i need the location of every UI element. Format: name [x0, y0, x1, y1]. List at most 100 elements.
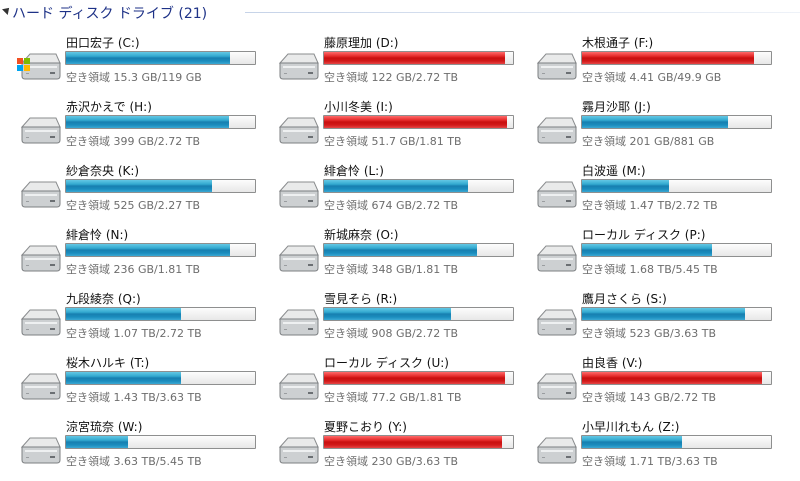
- free-space-label: 空き領域 122 GB/2.72 TB: [324, 71, 459, 84]
- drive-item[interactable]: 九段綾奈 (Q:) 空き領域 1.07 TB/2.72 TB: [8, 291, 263, 347]
- hard-drive-icon: [278, 309, 319, 336]
- header-divider: [245, 12, 800, 13]
- capacity-fill: [324, 52, 506, 64]
- drive-item[interactable]: 由良香 (V:) 空き領域 143 GB/2.72 TB: [524, 355, 779, 411]
- drive-item[interactable]: 藤原理加 (D:) 空き領域 122 GB/2.72 TB: [266, 35, 521, 91]
- capacity-fill: [582, 180, 669, 192]
- drive-name: 紗倉奈央 (K:): [66, 164, 140, 178]
- drive-item[interactable]: 紗倉奈央 (K:) 空き領域 525 GB/2.27 TB: [8, 163, 263, 219]
- collapse-arrow-icon[interactable]: [2, 5, 12, 15]
- hard-drive-icon: [536, 309, 577, 336]
- hard-drive-icon: [536, 245, 577, 272]
- free-space-label: 空き領域 4.41 GB/49.9 GB: [582, 71, 722, 84]
- drive-item[interactable]: 赤沢かえで (H:) 空き領域 399 GB/2.72 TB: [8, 99, 263, 155]
- drive-item[interactable]: 鷹月さくら (S:) 空き領域 523 GB/3.63 TB: [524, 291, 779, 347]
- capacity-bar: [581, 307, 772, 321]
- hard-drive-icon: [536, 181, 577, 208]
- hard-drive-icon: [536, 373, 577, 400]
- drive-name: ローカル ディスク (P:): [582, 228, 706, 242]
- section-header[interactable]: ハード ディスク ドライブ (21): [0, 0, 800, 26]
- free-space-label: 空き領域 348 GB/1.81 TB: [324, 263, 459, 276]
- capacity-bar: [323, 115, 514, 129]
- hard-drive-icon: [20, 373, 61, 400]
- free-space-label: 空き領域 674 GB/2.72 TB: [324, 199, 459, 212]
- capacity-bar: [65, 435, 256, 449]
- free-space-label: 空き領域 1.47 TB/2.72 TB: [582, 199, 718, 212]
- capacity-fill: [582, 116, 728, 128]
- hard-drive-icon: [278, 53, 319, 80]
- free-space-label: 空き領域 143 GB/2.72 TB: [582, 391, 717, 404]
- hard-drive-icon: [278, 181, 319, 208]
- drive-item[interactable]: 緋倉怜 (N:) 空き領域 236 GB/1.81 TB: [8, 227, 263, 283]
- free-space-label: 空き領域 908 GB/2.72 TB: [324, 327, 459, 340]
- hard-drive-icon: [536, 437, 577, 464]
- hard-drive-icon: [536, 117, 577, 144]
- capacity-bar: [581, 51, 772, 65]
- hard-drive-icon: [278, 437, 319, 464]
- free-space-label: 空き領域 51.7 GB/1.81 TB: [324, 135, 462, 148]
- drive-item[interactable]: 雪見そら (R:) 空き領域 908 GB/2.72 TB: [266, 291, 521, 347]
- free-space-label: 空き領域 1.71 TB/3.63 TB: [582, 455, 718, 468]
- capacity-fill: [582, 244, 713, 256]
- free-space-label: 空き領域 1.07 TB/2.72 TB: [66, 327, 202, 340]
- drive-name: 藤原理加 (D:): [324, 36, 399, 50]
- drive-item[interactable]: 小川冬美 (I:) 空き領域 51.7 GB/1.81 TB: [266, 99, 521, 155]
- drive-name: 田口宏子 (C:): [66, 36, 140, 50]
- capacity-bar: [581, 179, 772, 193]
- capacity-fill: [66, 244, 231, 256]
- hard-drive-icon: [278, 117, 319, 144]
- drive-item[interactable]: 緋倉怜 (L:) 空き領域 674 GB/2.72 TB: [266, 163, 521, 219]
- capacity-bar: [323, 307, 514, 321]
- drive-name: 桜木ハルキ (T:): [66, 356, 150, 370]
- drive-name: 雪見そら (R:): [324, 292, 398, 306]
- drive-name: 緋倉怜 (N:): [66, 228, 129, 242]
- drive-item[interactable]: 桜木ハルキ (T:) 空き領域 1.43 TB/3.63 TB: [8, 355, 263, 411]
- capacity-bar: [65, 371, 256, 385]
- free-space-label: 空き領域 77.2 GB/1.81 TB: [324, 391, 462, 404]
- hard-drive-icon: [278, 373, 319, 400]
- drive-item[interactable]: 霧月沙耶 (J:) 空き領域 201 GB/881 GB: [524, 99, 779, 155]
- capacity-fill: [582, 308, 745, 320]
- drive-name: 小早川れもん (Z:): [582, 420, 680, 434]
- drive-item[interactable]: 木根通子 (F:) 空き領域 4.41 GB/49.9 GB: [524, 35, 779, 91]
- drive-item[interactable]: 夏野こおり (Y:) 空き領域 230 GB/3.63 TB: [266, 419, 521, 475]
- free-space-label: 空き領域 525 GB/2.27 TB: [66, 199, 201, 212]
- drive-name: 由良香 (V:): [582, 356, 643, 370]
- capacity-fill: [324, 436, 502, 448]
- capacity-fill: [582, 436, 683, 448]
- capacity-fill: [66, 180, 212, 192]
- drive-item[interactable]: 新城麻奈 (O:) 空き領域 348 GB/1.81 TB: [266, 227, 521, 283]
- drive-item[interactable]: ローカル ディスク (P:) 空き領域 1.68 TB/5.45 TB: [524, 227, 779, 283]
- free-space-label: 空き領域 1.68 TB/5.45 TB: [582, 263, 718, 276]
- drive-item[interactable]: ローカル ディスク (U:) 空き領域 77.2 GB/1.81 TB: [266, 355, 521, 411]
- capacity-bar: [581, 435, 772, 449]
- drive-name: 赤沢かえで (H:): [66, 100, 152, 114]
- drive-name: 木根通子 (F:): [582, 36, 654, 50]
- capacity-bar: [323, 435, 514, 449]
- drive-item[interactable]: 小早川れもん (Z:) 空き領域 1.71 TB/3.63 TB: [524, 419, 779, 475]
- drive-name: ローカル ディスク (U:): [324, 356, 449, 370]
- section-title: ハード ディスク ドライブ (21): [12, 6, 208, 22]
- drive-name: 白波遥 (M:): [582, 164, 646, 178]
- drive-name: 緋倉怜 (L:): [324, 164, 384, 178]
- capacity-bar: [323, 371, 514, 385]
- capacity-fill: [324, 372, 506, 384]
- drive-item[interactable]: 涼宮琉奈 (W:) 空き領域 3.63 TB/5.45 TB: [8, 419, 263, 475]
- capacity-bar: [323, 243, 514, 257]
- capacity-fill: [66, 308, 182, 320]
- capacity-bar: [65, 51, 256, 65]
- free-space-label: 空き領域 3.63 TB/5.45 TB: [66, 455, 202, 468]
- drive-name: 夏野こおり (Y:): [324, 420, 407, 434]
- drive-item[interactable]: 白波遥 (M:) 空き領域 1.47 TB/2.72 TB: [524, 163, 779, 219]
- capacity-fill: [324, 244, 478, 256]
- free-space-label: 空き領域 523 GB/3.63 TB: [582, 327, 717, 340]
- drive-name: 鷹月さくら (S:): [582, 292, 667, 306]
- free-space-label: 空き領域 1.43 TB/3.63 TB: [66, 391, 202, 404]
- free-space-label: 空き領域 399 GB/2.72 TB: [66, 135, 201, 148]
- hard-drive-icon: [20, 181, 61, 208]
- hard-drive-icon: [278, 245, 319, 272]
- free-space-label: 空き領域 201 GB/881 GB: [582, 135, 715, 148]
- drive-item[interactable]: 田口宏子 (C:) 空き領域 15.3 GB/119 GB: [8, 35, 263, 91]
- capacity-fill: [66, 52, 231, 64]
- capacity-bar: [65, 243, 256, 257]
